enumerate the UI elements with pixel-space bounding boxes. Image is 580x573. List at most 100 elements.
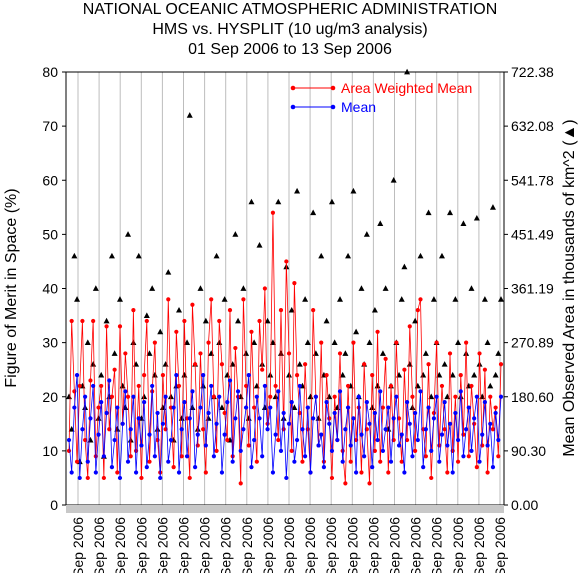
data-point — [85, 475, 90, 481]
data-point — [168, 437, 174, 443]
data-point-triangle — [162, 361, 169, 367]
data-point — [268, 394, 273, 399]
data-point-triangle — [396, 371, 403, 378]
data-point — [396, 443, 402, 448]
data-point — [493, 410, 498, 416]
data-point-triangle — [390, 177, 397, 183]
y-tick-label: 80 — [42, 64, 58, 80]
data-point — [356, 394, 361, 399]
data-point — [201, 373, 206, 378]
data-point — [375, 329, 380, 334]
data-point — [335, 437, 340, 443]
data-point-triangle — [288, 306, 295, 313]
data-point — [496, 437, 501, 443]
data-point-triangle — [438, 252, 445, 259]
x-tick-label: Sep 2006 — [492, 517, 508, 573]
data-point — [214, 448, 219, 453]
data-point — [370, 373, 375, 378]
data-point — [115, 405, 120, 410]
data-point — [66, 448, 72, 453]
data-point — [464, 427, 469, 432]
data-point — [294, 437, 300, 443]
data-point — [286, 421, 292, 426]
y2-tick-label: 722.38 — [511, 64, 554, 80]
data-point — [464, 340, 469, 345]
data-point — [72, 405, 77, 410]
data-point — [345, 383, 351, 389]
data-point — [461, 454, 466, 459]
data-point — [241, 427, 246, 432]
legend-awm-swatch-right — [330, 85, 336, 91]
data-point — [364, 400, 369, 405]
data-point — [332, 394, 337, 399]
data-point — [209, 297, 214, 302]
data-point — [96, 405, 101, 410]
series-line — [68, 375, 502, 478]
data-point — [203, 443, 208, 448]
data-point — [461, 432, 466, 437]
data-point — [206, 340, 211, 345]
data-point — [273, 432, 278, 437]
data-point — [66, 437, 72, 443]
data-point-triangle — [363, 231, 370, 237]
legend-area-weighted-mean-label: Area Weighted Mean — [341, 80, 472, 96]
data-point — [281, 410, 286, 416]
data-point — [203, 470, 208, 475]
x-tick-label: Sep 2006 — [239, 517, 255, 573]
data-point-triangle — [269, 339, 276, 346]
data-point — [201, 427, 206, 432]
data-point-triangle — [441, 361, 448, 367]
data-point — [155, 410, 160, 416]
x-tick-label: Sep 2006 — [344, 517, 360, 573]
data-point — [184, 454, 190, 459]
data-point-triangle — [251, 339, 258, 346]
x-tick-label: Sep 2006 — [408, 517, 424, 573]
data-point-triangle — [264, 317, 271, 324]
data-point — [190, 389, 195, 394]
data-point — [74, 459, 80, 464]
data-point — [262, 383, 267, 389]
data-point — [488, 421, 493, 426]
data-point — [469, 383, 474, 389]
data-point — [278, 308, 284, 313]
y2-tick-label: 90.30 — [511, 443, 546, 459]
data-point — [337, 389, 343, 394]
data-point — [445, 443, 450, 448]
data-point — [362, 454, 367, 459]
data-point — [482, 367, 487, 372]
data-point-triangle — [111, 350, 118, 356]
data-point — [319, 340, 324, 345]
data-point — [195, 443, 200, 448]
data-point-triangle — [315, 415, 322, 421]
data-point — [359, 432, 364, 437]
data-point — [311, 308, 316, 313]
data-point — [190, 302, 195, 307]
data-point — [439, 383, 445, 389]
data-point — [313, 394, 318, 399]
data-point — [278, 448, 284, 453]
data-point — [96, 432, 101, 437]
data-point-triangle — [339, 371, 346, 378]
data-point — [252, 437, 257, 443]
data-point — [354, 470, 359, 475]
y-tick-label: 0 — [50, 497, 58, 513]
data-point — [152, 340, 157, 345]
y-tick-label: 70 — [42, 118, 58, 134]
data-point — [343, 427, 348, 432]
data-point — [91, 318, 96, 324]
data-point-triangle — [176, 306, 183, 313]
data-point — [109, 394, 115, 399]
data-point-triangle — [125, 231, 132, 237]
data-point — [88, 378, 93, 383]
series-layer — [66, 68, 504, 486]
data-point — [99, 400, 104, 405]
legend-mean-label: Mean — [341, 99, 376, 115]
data-point — [284, 475, 289, 481]
data-point-triangle — [328, 198, 335, 205]
data-point — [254, 394, 259, 399]
data-point — [351, 340, 356, 345]
data-point — [219, 470, 225, 475]
data-point — [321, 465, 327, 470]
data-point — [211, 454, 216, 459]
data-point-triangle — [253, 382, 260, 389]
